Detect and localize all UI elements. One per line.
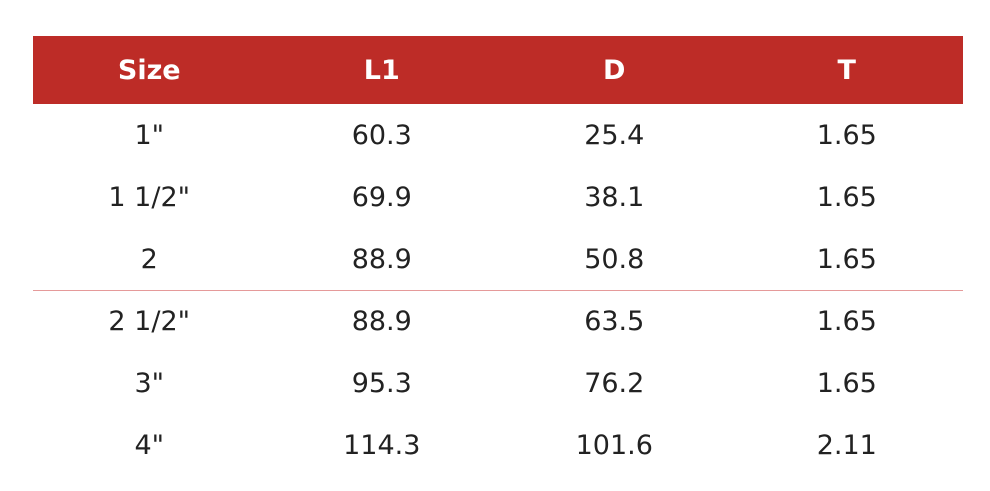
table-cell: 1.65 [816, 367, 877, 399]
table-cell: 1 1/2" [108, 181, 191, 213]
table-cell: 4" [134, 429, 165, 461]
table-cell: 1.65 [816, 243, 877, 275]
header-cell: L1 [363, 54, 400, 86]
table-cell: 38.1 [584, 181, 645, 213]
table-cell: 114.3 [343, 429, 421, 461]
table-row: 1 1/2" 69.9 38.1 1.65 [33, 166, 963, 228]
spec-table: Size L1 D T 1" 60.3 25.4 1.65 1 1/2" 69.9 38.1 1.65… [33, 36, 963, 476]
table-cell: 1.65 [816, 119, 877, 151]
table-cell: 88.9 [351, 306, 412, 337]
table-row: 2 88.9 50.8 1.65 [33, 228, 963, 290]
table-row: 1" 60.3 25.4 1.65 [33, 104, 963, 166]
table-row: 4" 114.3 101.6 2.11 [33, 414, 963, 476]
table-cell: 76.2 [584, 367, 645, 399]
table-row: 3" 95.3 76.2 1.65 [33, 352, 963, 414]
table-cell: 69.9 [351, 181, 412, 213]
header-row: Size L1 D T [33, 36, 963, 104]
table-cell: 50.8 [584, 243, 645, 275]
table-cell: 1" [134, 119, 165, 151]
header-cell: D [603, 54, 626, 86]
table-cell: 1.65 [816, 181, 877, 213]
table-cell: 60.3 [351, 119, 412, 151]
table-cell: 2 [140, 243, 158, 275]
row-divider [33, 290, 963, 291]
table-cell: 88.9 [351, 243, 412, 275]
table-cell: 2.11 [816, 429, 877, 461]
header-cell: Size [117, 54, 181, 86]
table-cell: 3" [134, 367, 165, 399]
table-cell: 2 1/2" [108, 306, 191, 337]
table-cell: 101.6 [575, 429, 653, 461]
table-cell: 95.3 [351, 367, 412, 399]
table-cell: 63.5 [584, 306, 645, 337]
table-cell: 1.65 [816, 306, 877, 337]
table-cell: 25.4 [584, 119, 645, 151]
table-row: 2 1/2" 88.9 63.5 1.65 [33, 291, 963, 352]
header-cell: T [837, 54, 856, 86]
